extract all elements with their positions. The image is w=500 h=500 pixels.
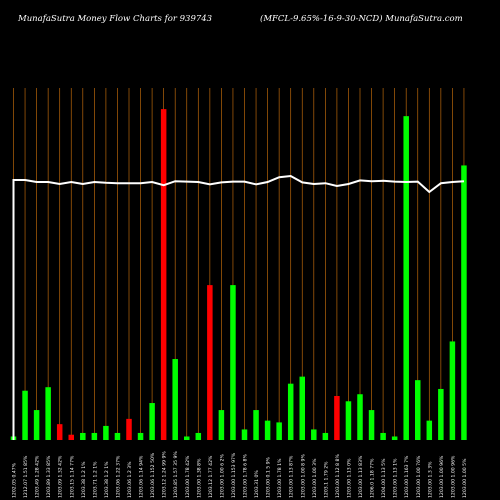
- x-tick-label: 1203.1 1.79 2%: [323, 461, 329, 498]
- x-tick-label: 1203.00 1.13 87%: [289, 455, 295, 498]
- x-tick-label: 1203.00 1.3 3%: [427, 461, 433, 498]
- x-tick-label: 1203.06 1.152 50%: [150, 452, 156, 498]
- bar: [103, 425, 109, 440]
- x-tick-label: 1203.00 1.00 8 9%: [300, 454, 306, 498]
- x-tick-label: 1203.85 1.57 35 9%: [173, 451, 179, 498]
- x-tick-label: 1203.06 1.14 94%: [139, 455, 145, 498]
- x-tick-label: 1203.49 1.28 42%: [35, 455, 41, 498]
- bar: [207, 285, 213, 440]
- x-tick-label: 1203.00 1.153 97%: [231, 452, 237, 498]
- bar: [368, 410, 375, 440]
- bar: [391, 436, 398, 440]
- chart-title-right: (MFCL-9.65%-16-9-30-NCD) MunafaSutra.com: [260, 14, 463, 24]
- x-tick-label: 1203.00 1.00 6 2%: [219, 454, 225, 498]
- bar: [380, 432, 386, 440]
- bar: [22, 390, 28, 440]
- x-tick-label: 1203.00 1.38 8%: [196, 458, 202, 498]
- x-tick-label: 1203.12 1.77 42%: [208, 455, 214, 498]
- bar: [195, 432, 202, 440]
- x-tick-label: 1203.09 1.32 42%: [58, 455, 64, 498]
- x-tick-label: 1203.15 1.14 77%: [69, 455, 75, 498]
- bar: [357, 394, 363, 440]
- bar: [461, 165, 467, 440]
- x-tick-label: 1203.00 1.00 5%: [462, 458, 468, 498]
- bar: [45, 387, 51, 440]
- bar: [91, 432, 98, 440]
- x-tick-label: 1203.00 1.163 7%: [404, 455, 410, 498]
- bar: [160, 109, 167, 441]
- x-tick-label: 1203.00 1.00 3%: [312, 458, 318, 498]
- x-tick-label: 1203.00 1.13 0%: [347, 458, 353, 498]
- x-tick-label: 1203.12 1.24 99 9%: [162, 451, 168, 498]
- bar: [287, 383, 294, 440]
- bar: [230, 285, 236, 440]
- x-tick-label: 1203.38 1.2 1%: [104, 461, 110, 498]
- x-tick-label: 1206.0 1.18 77%: [370, 458, 376, 498]
- chart-title-left: MunafaSutra Money Flow Charts for 939743: [18, 14, 213, 24]
- x-tick-label: 1203.31 0%: [254, 470, 260, 498]
- bar: [80, 432, 86, 440]
- x-tick-label: 1212.07 1.51 85%: [23, 455, 29, 498]
- bar: [345, 401, 352, 440]
- bar: [299, 376, 305, 440]
- bar: [68, 434, 74, 440]
- x-tick-label: 1203.00 1.00 96%: [450, 455, 456, 498]
- bar: [137, 432, 144, 440]
- bar: [33, 410, 40, 440]
- x-tick-label: 1203.00 1.78 1%: [277, 458, 283, 498]
- bar: [126, 418, 132, 440]
- bar: [114, 432, 121, 440]
- x-tick-label: 1203.06 1.2 3%: [127, 461, 133, 498]
- x-tick-label: 1203.89 1.33 85%: [46, 455, 52, 498]
- x-tick-label: 1203.00 1.13 1%: [393, 458, 399, 498]
- bar: [322, 432, 329, 440]
- x-tick-label: 1203.00 0.1 5 9%: [266, 456, 272, 498]
- x-tick-label: 1203.00 1.00 76%: [416, 455, 422, 498]
- bar: [311, 429, 317, 440]
- x-tick-label: 1203.00 1.00 96%: [439, 455, 445, 498]
- x-tick-label: 1203.00 1.78 6 8%: [243, 454, 249, 498]
- bar: [264, 420, 271, 440]
- bar: [438, 388, 444, 440]
- x-tick-label: 1203.00 1.13 83%: [358, 455, 364, 498]
- bar: [184, 436, 190, 440]
- x-tick-label: 1203.38 1.2 1%: [81, 461, 87, 498]
- x-tick-label: 1202.05 0.47%: [12, 462, 18, 498]
- bar: [218, 410, 225, 440]
- bar: [172, 359, 178, 440]
- bar: [276, 422, 282, 440]
- x-tick-label: 1204.00 1.13 5%: [381, 458, 387, 498]
- bar: [241, 429, 248, 440]
- x-tick-label: 1203.00 1.78 42%: [185, 455, 191, 498]
- bar: [415, 380, 421, 440]
- bar: [403, 116, 409, 440]
- bar: [56, 424, 63, 440]
- x-tick-label: 1203.00 1.12 8 8%: [335, 454, 341, 498]
- price-line: [12, 174, 465, 440]
- bar: [426, 420, 433, 440]
- x-tick-label: 1203.06 1.22 37%: [116, 455, 122, 498]
- x-tick-label: 1203.71 1.2 1%: [92, 461, 98, 498]
- bar: [253, 410, 259, 440]
- bar: [334, 396, 340, 440]
- bar: [449, 341, 456, 440]
- bar: [149, 403, 155, 440]
